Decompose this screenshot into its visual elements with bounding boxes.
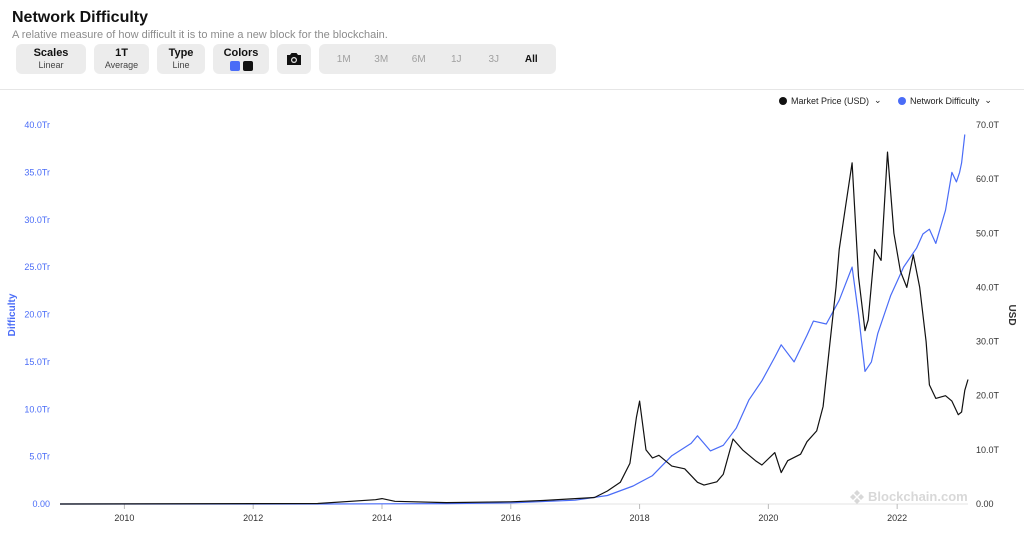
x-tick-label: 2012	[243, 513, 263, 523]
right-axis-label: USD	[1006, 304, 1017, 325]
watermark-text: Blockchain.com	[868, 489, 968, 504]
x-tick-label: 2020	[758, 513, 778, 523]
header-divider	[0, 89, 1024, 90]
average-value: Average	[104, 60, 139, 70]
time-range-selector: 1M 3M 6M 1J 3J All	[319, 44, 556, 74]
series-line-market-price-usd	[59, 151, 969, 505]
right-tick-label: 30.0T	[976, 337, 1000, 347]
average-label: 1T	[115, 47, 128, 59]
legend-label-market-price: Market Price (USD)	[791, 95, 870, 106]
x-tick-label: 2016	[501, 513, 521, 523]
x-tick-label: 2010	[114, 513, 134, 523]
scales-button[interactable]: Scales Linear	[16, 44, 86, 74]
right-tick-label: 70.0T	[976, 120, 1000, 130]
screenshot-button[interactable]	[277, 44, 311, 74]
scales-label: Scales	[33, 47, 69, 59]
x-axis-ticks: 2010 2012 2014 2016 2018 2020 2022	[114, 504, 907, 523]
legend-item-network-difficulty[interactable]: Network Difficulty ⌄	[898, 95, 992, 106]
left-tick-label: 10.0Tr	[24, 404, 50, 414]
left-axis-label: Difficulty	[7, 293, 18, 336]
range-button-3m[interactable]: 3M	[374, 53, 389, 65]
right-tick-label: 10.0T	[976, 445, 1000, 455]
range-button-1m[interactable]: 1M	[336, 53, 351, 65]
chevron-down-icon: ⌄	[874, 95, 882, 105]
type-label: Type	[168, 47, 194, 59]
legend-dot-black	[779, 96, 787, 105]
legend-dot-blue	[898, 96, 906, 105]
type-button[interactable]: Type Line	[157, 44, 205, 74]
left-tick-label: 40.0Tr	[24, 120, 50, 130]
type-value: Line	[172, 60, 190, 70]
chart-toolbar: Scales Linear 1T Average Type Line Color…	[16, 44, 556, 74]
right-tick-label: 60.0T	[976, 174, 1000, 184]
x-tick-label: 2022	[887, 513, 907, 523]
x-tick-label: 2018	[630, 513, 650, 523]
series-line-network-difficulty	[60, 134, 966, 505]
left-tick-label: 20.0Tr	[24, 310, 50, 320]
legend-item-market-price[interactable]: Market Price (USD) ⌄	[779, 95, 882, 106]
right-tick-label: 50.0T	[976, 228, 1000, 238]
range-button-3j[interactable]: 3J	[488, 53, 500, 65]
average-button[interactable]: 1T Average	[94, 44, 149, 74]
watermark: Blockchain.com	[850, 489, 968, 504]
range-button-6m[interactable]: 6M	[411, 53, 426, 65]
camera-icon	[287, 53, 301, 65]
color-swatch-blue[interactable]	[229, 61, 240, 71]
right-tick-label: 0.00	[976, 499, 994, 509]
range-button-all[interactable]: All	[524, 53, 538, 65]
right-axis-ticks: 0.00 10.0T 20.0T 30.0T 40.0T 50.0T 60.0T 70.0T	[976, 120, 1000, 509]
chart-series	[59, 134, 969, 505]
blockchain-logo-icon	[850, 489, 864, 504]
page-subtitle: A relative measure of how difficult it i…	[12, 29, 388, 41]
colors-label: Colors	[223, 47, 259, 59]
right-tick-label: 40.0T	[976, 282, 1000, 292]
page-title: Network Difficulty	[12, 9, 149, 26]
left-axis-ticks: 0.00 5.0Tr 10.0Tr 15.0Tr 20.0Tr 25.0Tr 30.0Tr 3…	[24, 120, 50, 509]
left-tick-label: 35.0Tr	[24, 167, 50, 177]
color-swatches	[229, 61, 253, 71]
left-tick-label: 25.0Tr	[24, 262, 50, 272]
right-tick-label: 20.0T	[976, 391, 1000, 401]
left-tick-label: 5.0Tr	[29, 452, 50, 462]
chevron-down-icon: ⌄	[984, 95, 992, 105]
color-swatch-black[interactable]	[242, 61, 253, 71]
scales-value: Linear	[38, 60, 64, 70]
range-button-1j[interactable]: 1J	[450, 53, 462, 65]
legend-label-network-difficulty: Network Difficulty	[910, 95, 980, 106]
x-tick-label: 2014	[372, 513, 392, 523]
left-tick-label: 0.00	[32, 499, 50, 509]
colors-button[interactable]: Colors	[213, 44, 269, 74]
left-tick-label: 30.0Tr	[24, 215, 50, 225]
left-tick-label: 15.0Tr	[24, 357, 50, 367]
